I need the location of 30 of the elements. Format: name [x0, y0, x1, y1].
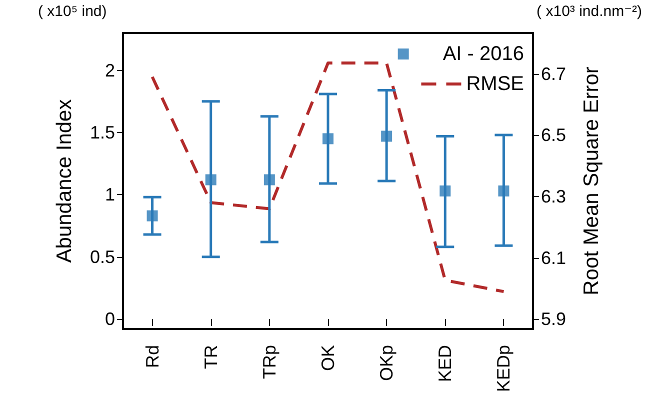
point	[146, 210, 158, 222]
x-tick-label: Rd	[142, 345, 162, 368]
y2-tick-label: 5.9	[541, 309, 566, 330]
y2-tick-label: 6.3	[541, 186, 566, 206]
x-tick-label: KED	[435, 345, 456, 382]
text: ( x10⁵ ind)	[38, 3, 107, 20]
y-axis-title: Abundance Index	[53, 98, 76, 263]
legend-label: AI - 2016	[442, 43, 524, 65]
legend-label: RMSE	[466, 73, 524, 95]
x-tick-label: OKp	[376, 345, 397, 382]
point	[264, 174, 275, 186]
point	[498, 185, 510, 196]
x-tick-label: KEDp	[494, 345, 514, 392]
y-tick-label: 0.5	[90, 246, 115, 267]
y-tick-label: 1	[104, 184, 115, 205]
y-tick-label: 2	[104, 60, 115, 80]
point	[205, 174, 216, 186]
point	[440, 185, 451, 196]
y-tick-label: 0	[104, 309, 115, 330]
point	[381, 130, 392, 142]
text: ( x10³ ind.nm⁻²)	[536, 3, 642, 20]
x-tick-label: OK	[318, 345, 338, 372]
y2-tick-label: 6.7	[541, 64, 566, 84]
y2-tick-label: 6.5	[541, 125, 566, 146]
y2-tick-label: 6.1	[541, 248, 566, 268]
point	[322, 133, 334, 144]
y2-axis-title: Root Mean Square Error	[580, 66, 603, 296]
y-tick-label: 1.5	[90, 122, 115, 142]
x-tick-label: TRp	[259, 345, 280, 380]
x-tick-label: TR	[200, 345, 221, 369]
